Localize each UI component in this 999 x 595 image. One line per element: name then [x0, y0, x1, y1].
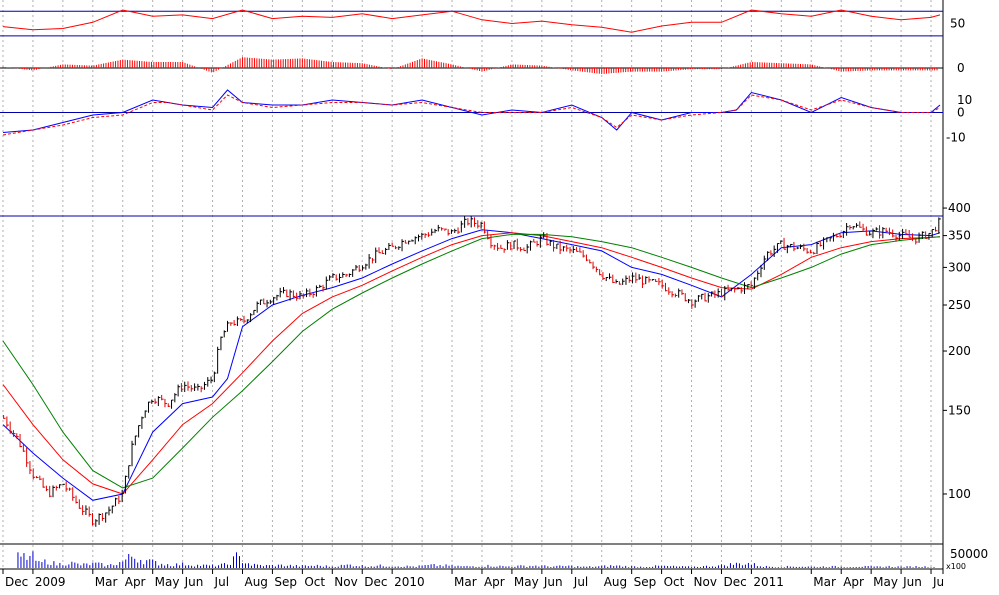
x-tick-label: May: [873, 575, 898, 589]
x-tick-label: Jul: [214, 575, 229, 589]
x-tick-label: Mar: [813, 575, 836, 589]
x-tick-label: Aug: [244, 575, 267, 589]
x-tick-label: Apr: [125, 575, 146, 589]
momentum-tick-label: 0: [957, 106, 965, 120]
x-tick-label: Oct: [664, 575, 685, 589]
momentum-line: [2, 89, 941, 133]
price-tick-label: 200: [948, 344, 971, 358]
histogram-tick-label: 0: [957, 61, 965, 75]
panel-frames: [0, 0, 944, 574]
price-tick-label: 350: [948, 229, 971, 243]
month-gridlines: [2, 0, 932, 568]
x-tick-label: Jun: [184, 575, 204, 589]
price-tick-label: 400: [948, 201, 971, 215]
x-tick-label: May: [514, 575, 539, 589]
x-tick-label: Aug: [604, 575, 627, 589]
x-tick-label: Ju: [932, 575, 944, 589]
x-tick-label: Nov: [694, 575, 717, 589]
price-tick-label: 150: [948, 403, 971, 417]
moving-average-line: [2, 229, 941, 501]
momentum-tick-label: 10: [957, 93, 972, 107]
x-tick-label: Sep: [274, 575, 297, 589]
volume-tick-label: 50000: [950, 547, 988, 561]
price-tick-label: 100: [948, 487, 971, 501]
moving-average-line: [2, 232, 941, 495]
x-tick-label: Jun: [543, 575, 563, 589]
x-tick-label: Apr: [843, 575, 864, 589]
momentum-line: [2, 94, 941, 136]
x-tick-label: Dec: [723, 575, 746, 589]
rsi-panel: 50: [0, 9, 965, 37]
moving-average-line: [2, 233, 941, 489]
x-tick-label: Nov: [334, 575, 357, 589]
momentum-tick-label: -10: [946, 131, 966, 145]
x-tick-label: Mar: [454, 575, 477, 589]
rsi-tick-label: 50: [950, 17, 965, 31]
x-tick-label: 2011: [753, 575, 784, 589]
x-tick-label: Oct: [304, 575, 325, 589]
x-tick-label: 2010: [394, 575, 425, 589]
x-tick-label: May: [155, 575, 180, 589]
histogram-panel: 0: [0, 57, 965, 75]
x-tick-label: Dec: [364, 575, 387, 589]
volume-unit-label: x100: [946, 562, 966, 571]
x-tick-label: Mar: [95, 575, 118, 589]
price-tick-label: 300: [948, 260, 971, 274]
price-panel: 400 350 300 250 200 150 100: [0, 201, 971, 527]
x-tick-label: Dec: [5, 575, 28, 589]
x-tick-label: Jul: [573, 575, 588, 589]
x-tick-label: Sep: [634, 575, 657, 589]
rsi-line: [2, 9, 941, 33]
x-tick-label: Apr: [484, 575, 505, 589]
axes: Dec 2009 Mar Apr May Jun Jul Aug Sep Oct Nov Dec 201…: [2, 569, 944, 589]
momentum-panel: 100 -10: [0, 89, 972, 145]
x-tick-label: 2009: [35, 575, 66, 589]
x-tick-label: Jun: [902, 575, 922, 589]
price-tick-label: 250: [948, 298, 971, 312]
